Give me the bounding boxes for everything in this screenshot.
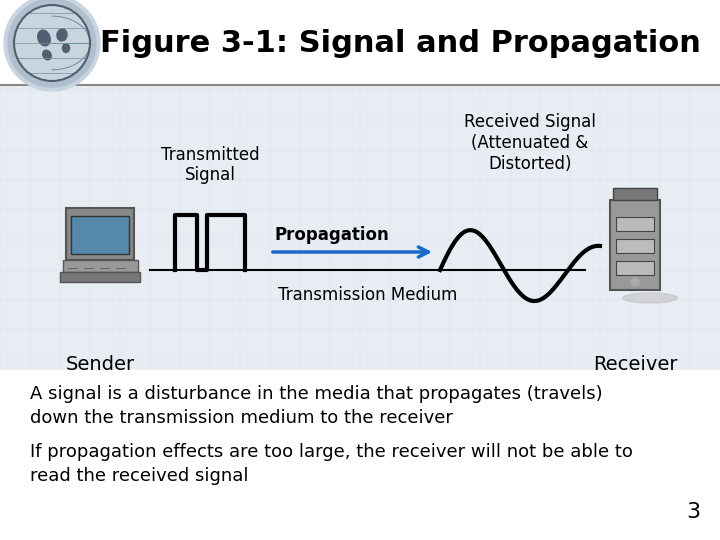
Ellipse shape [63,44,70,52]
Circle shape [8,0,96,87]
Ellipse shape [37,30,50,46]
Bar [0,0,720,85]
Bar [71,216,129,254]
Ellipse shape [42,50,51,60]
Bar [60,272,140,282]
Text: 3: 3 [686,502,700,522]
Bar [616,239,654,253]
Text: A signal is a disturbance in the media that propagates (travels)
down the transm: A signal is a disturbance in the media t… [30,385,603,427]
Text: Transmitted
Signal: Transmitted Signal [161,146,259,184]
Ellipse shape [623,293,678,303]
Text: Receiver: Receiver [593,355,678,375]
Circle shape [14,5,90,81]
Circle shape [631,278,639,286]
Bar [613,188,657,200]
Circle shape [4,0,100,91]
Bar [0,85,720,540]
Bar [0,370,720,540]
Bar [66,208,134,260]
Circle shape [14,5,90,81]
Text: If propagation effects are too large, the receiver will not be able to
read the : If propagation effects are too large, th… [30,443,633,484]
Text: Figure 3-1: Signal and Propagation: Figure 3-1: Signal and Propagation [99,29,701,57]
Text: Transmission Medium: Transmission Medium [278,286,457,304]
Bar [610,200,660,290]
Bar [616,217,654,231]
Text: Sender: Sender [66,355,135,375]
Text: Propagation: Propagation [275,226,390,244]
Bar [63,260,138,272]
Ellipse shape [57,29,67,41]
Text: Received Signal
(Attenuated &
Distorted): Received Signal (Attenuated & Distorted) [464,113,596,173]
Bar [616,261,654,275]
